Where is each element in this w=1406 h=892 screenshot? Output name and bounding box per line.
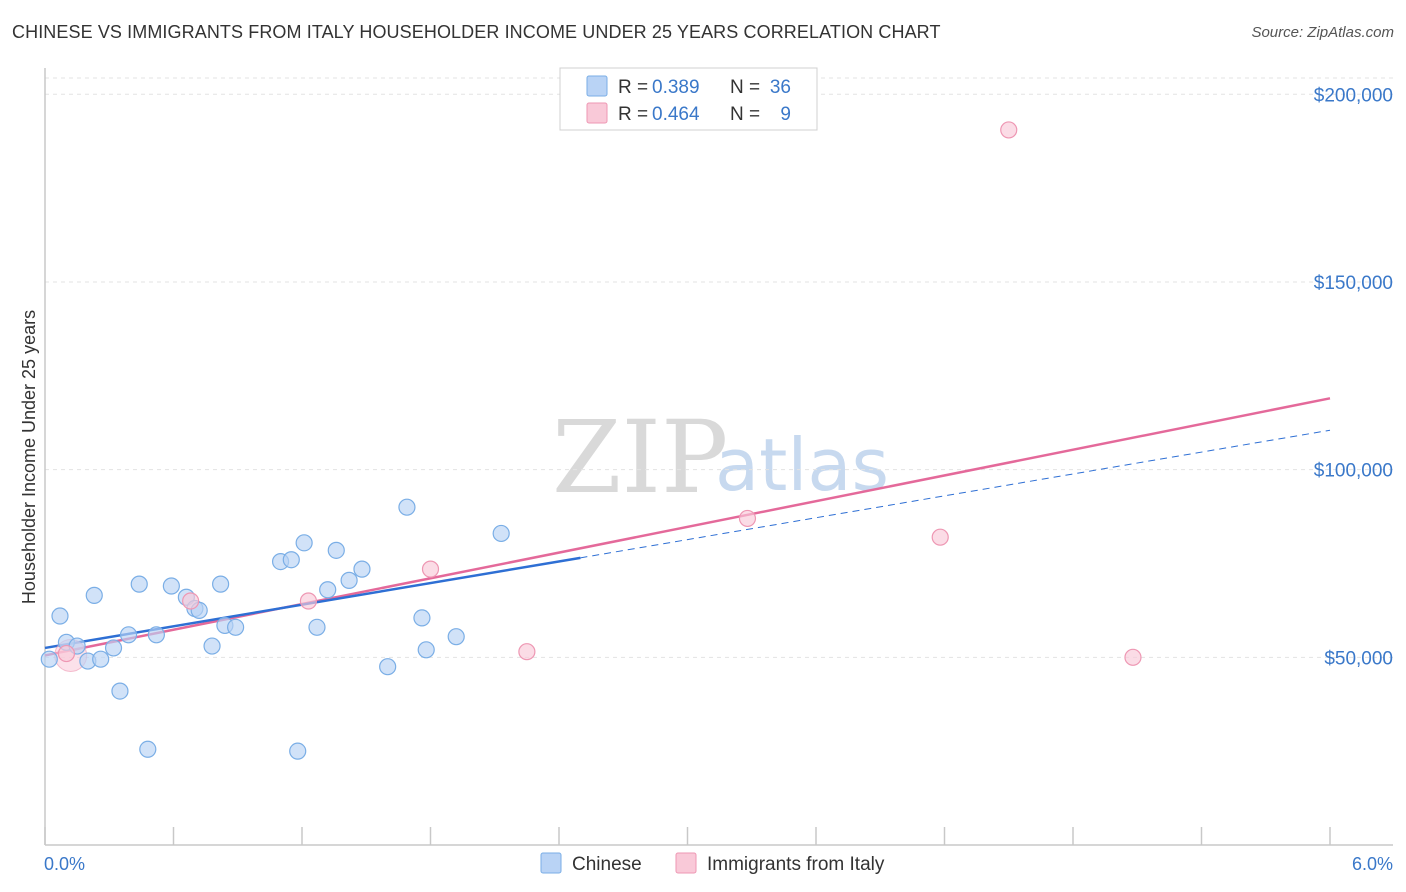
- legend-box: R = 0.389 N = 36 R = 0.464 N = 9: [559, 67, 818, 131]
- point-chinese-28: [340, 571, 358, 589]
- source-label: Source: ZipAtlas.com: [1251, 24, 1394, 41]
- point-italy-3: [421, 560, 440, 578]
- point-chinese-0: [40, 650, 58, 668]
- point-italy-5: [738, 509, 757, 528]
- point-chinese-32: [413, 609, 431, 627]
- watermark-atlas: atlas: [715, 423, 889, 507]
- point-chinese-24: [295, 534, 313, 552]
- bottom-legend-label-italy: Immigrants from Italy: [707, 854, 885, 875]
- chart-title: CHINESE VS IMMIGRANTS FROM ITALY HOUSEHO…: [12, 22, 941, 42]
- point-italy-8: [1124, 648, 1142, 666]
- bottom-legend: Chinese Immigrants from Italy: [540, 852, 885, 875]
- legend-swatch-italy: [586, 102, 608, 124]
- point-chinese-10: [130, 575, 148, 593]
- legend-n-label-italy: N =: [730, 104, 760, 125]
- x-tick-label-max: 6.0%: [1352, 854, 1393, 874]
- point-chinese-18: [212, 575, 230, 593]
- y-tick-labels: $50,000 $100,000 $150,000 $200,000: [1314, 85, 1393, 669]
- point-chinese-22: [282, 551, 300, 569]
- legend-n-label-chinese: N =: [730, 77, 760, 98]
- point-italy-7: [1000, 121, 1018, 139]
- point-chinese-12: [147, 626, 165, 644]
- y-axis-label: Householder Income Under 25 years: [19, 310, 39, 604]
- x-tick-label-min: 0.0%: [44, 854, 85, 874]
- point-chinese-9: [119, 626, 138, 644]
- point-chinese-17: [203, 637, 221, 655]
- y-tick-label-2: $150,000: [1314, 273, 1393, 294]
- point-chinese-20: [227, 618, 245, 636]
- point-chinese-1: [51, 607, 69, 625]
- point-chinese-27: [327, 541, 345, 559]
- point-chinese-33: [417, 641, 435, 659]
- point-chinese-13: [162, 577, 180, 595]
- legend-n-value-chinese: 36: [770, 77, 791, 98]
- bottom-legend-swatch-chinese: [540, 852, 562, 874]
- legend-r-label-chinese: R =: [618, 77, 648, 98]
- point-italy-6: [931, 528, 949, 546]
- point-chinese-5: [85, 586, 103, 604]
- point-chinese-8: [111, 682, 129, 700]
- legend-swatch-chinese: [586, 75, 608, 97]
- point-chinese-6: [92, 650, 110, 668]
- data-points: [40, 121, 1142, 760]
- point-chinese-30: [379, 658, 397, 676]
- y-tick-label-3: $200,000: [1314, 85, 1393, 106]
- legend-r-value-chinese: 0.389: [652, 77, 700, 98]
- gridlines: [45, 77, 1393, 658]
- point-italy-0: [57, 644, 76, 663]
- point-chinese-11: [139, 740, 157, 758]
- watermark-zip: ZIP: [552, 399, 728, 516]
- x-tick-marks: [44, 827, 1331, 845]
- point-chinese-34: [447, 628, 465, 646]
- point-chinese-31: [398, 498, 416, 516]
- point-chinese-23: [289, 742, 307, 760]
- point-italy-2: [299, 592, 318, 610]
- point-chinese-29: [353, 560, 371, 578]
- point-italy-1: [182, 592, 200, 610]
- y-tick-label-1: $100,000: [1314, 461, 1393, 482]
- y-tick-label-0: $50,000: [1324, 648, 1393, 669]
- point-chinese-7: [104, 639, 123, 657]
- point-chinese-35: [492, 524, 510, 543]
- point-chinese-25: [308, 618, 326, 636]
- trend-line-chinese-extension: [580, 429, 1331, 559]
- legend-r-label-italy: R =: [618, 104, 648, 125]
- bottom-legend-swatch-italy: [675, 852, 697, 874]
- legend-n-value-italy: 9: [780, 104, 791, 125]
- point-chinese-26: [319, 581, 337, 599]
- bottom-legend-label-chinese: Chinese: [572, 854, 642, 875]
- point-italy-4: [518, 643, 536, 661]
- legend-r-value-italy: 0.464: [652, 104, 700, 125]
